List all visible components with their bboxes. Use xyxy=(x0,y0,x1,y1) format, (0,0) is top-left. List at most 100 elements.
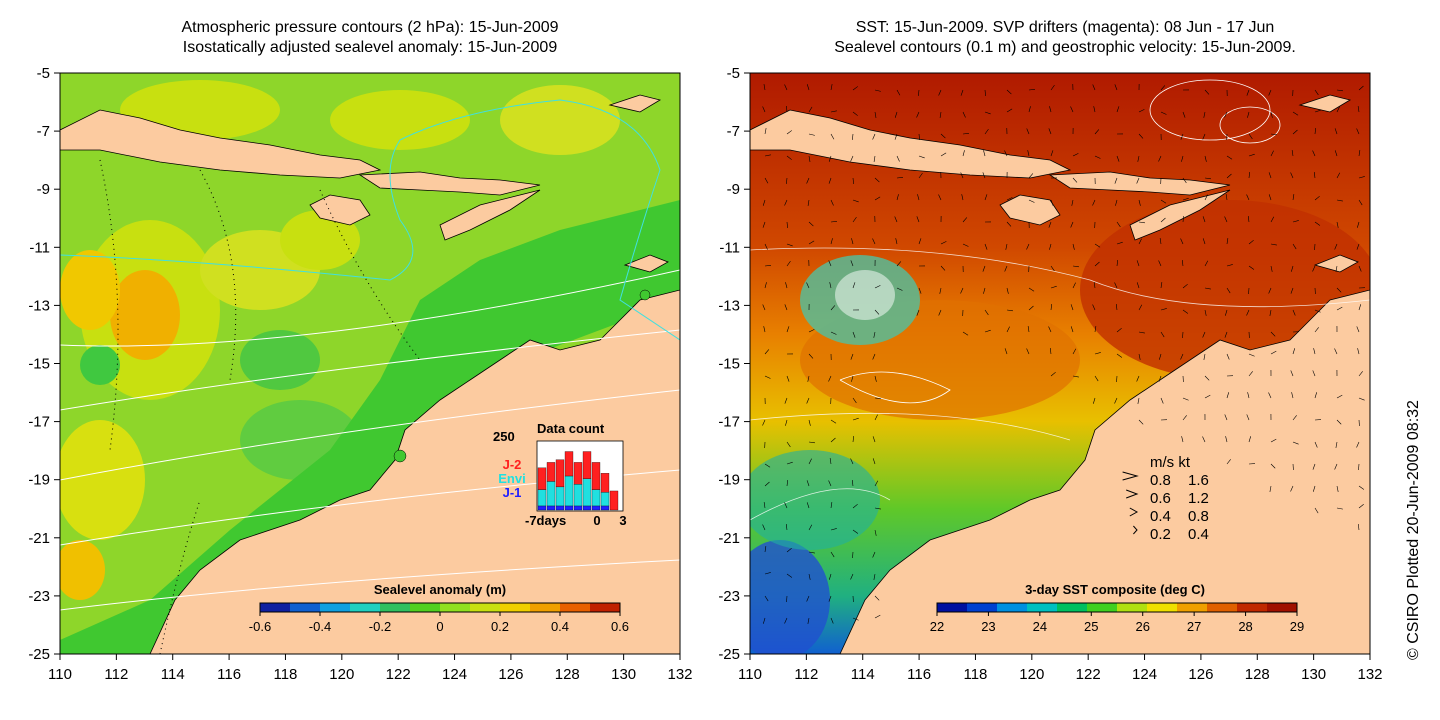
colorbar-segment xyxy=(967,603,998,612)
velocity-vector xyxy=(962,331,969,336)
velocity-vector xyxy=(764,375,771,379)
colorbar-label: 0 xyxy=(436,619,443,634)
velocity-vector xyxy=(1356,128,1360,135)
data-count-bar-j1 xyxy=(582,505,592,511)
velocity-vector xyxy=(1092,84,1096,91)
velocity-vector xyxy=(1292,309,1296,316)
left-colorbar-title: Sealevel anomaly (m) xyxy=(374,582,506,597)
colorbar-label: 0.6 xyxy=(611,619,629,634)
x-tick-label: 110 xyxy=(738,666,762,683)
y-tick-label: -23 xyxy=(718,588,740,605)
velocity-vector xyxy=(1291,150,1294,157)
velocity-vector xyxy=(1336,419,1342,425)
velocity-vector xyxy=(984,329,991,333)
data-count-bar-j1 xyxy=(573,505,583,511)
velocity-key-ms: 0.2 xyxy=(1150,526,1171,543)
velocity-key-ms: 0.6 xyxy=(1150,490,1171,507)
velocity-vector xyxy=(874,529,877,536)
velocity-vector xyxy=(1028,173,1034,179)
data-count-bar-envi xyxy=(582,478,592,507)
velocity-vector xyxy=(1292,441,1299,445)
velocity-vector xyxy=(896,194,899,201)
data-count-bar-j1 xyxy=(537,505,547,511)
velocity-vector xyxy=(784,199,788,206)
x-tick-label: 114 xyxy=(161,666,185,683)
velocity-vector xyxy=(830,551,835,558)
colorbar-segment xyxy=(500,603,531,612)
velocity-vector xyxy=(806,282,810,289)
velocity-vector xyxy=(1314,195,1320,201)
velocity-vector xyxy=(895,238,898,245)
velocity-vector xyxy=(872,238,876,245)
data-count-bar-j2 xyxy=(600,473,610,493)
velocity-vector xyxy=(1070,326,1074,333)
right-title-line2: Sealevel contours (0.1 m) and geostrophi… xyxy=(834,39,1296,56)
x-tick-label: 124 xyxy=(1132,666,1157,683)
velocity-vector xyxy=(1050,304,1053,311)
velocity-vector xyxy=(808,133,815,136)
velocity-vector xyxy=(1314,327,1319,333)
velocity-vector xyxy=(1270,463,1276,469)
velocity-vector xyxy=(1314,441,1318,448)
velocity-vector xyxy=(807,617,810,624)
velocity-vector xyxy=(1048,221,1052,228)
velocity-vector xyxy=(1358,150,1361,157)
velocity-vector xyxy=(830,331,837,335)
colorbar-segment xyxy=(997,603,1028,612)
velocity-key-ms: 0.8 xyxy=(1150,472,1171,489)
y-tick-label: -5 xyxy=(37,65,50,82)
velocity-vector xyxy=(1094,243,1101,248)
velocity-vector xyxy=(1159,238,1162,245)
velocity-vector xyxy=(1027,326,1030,333)
velocity-vector xyxy=(1158,375,1162,382)
colorbar-label: 26 xyxy=(1135,619,1149,634)
velocity-vector xyxy=(1248,133,1253,140)
colorbar-label: 23 xyxy=(981,619,995,634)
velocity-vector xyxy=(1248,353,1255,357)
velocity-vector xyxy=(1248,265,1255,270)
velocity-vector xyxy=(830,199,834,206)
velocity-vector xyxy=(763,502,766,509)
velocity-vector xyxy=(1136,375,1140,382)
velocity-vector xyxy=(1160,199,1167,204)
colorbar-segment xyxy=(530,603,561,612)
velocity-vector xyxy=(938,309,942,316)
y-tick-label: -25 xyxy=(28,646,50,663)
velocity-vector xyxy=(1004,348,1008,355)
velocity-vector xyxy=(1027,150,1030,157)
velocity-vector xyxy=(808,573,811,580)
velocity-vector xyxy=(850,573,854,580)
velocity-vector xyxy=(1248,371,1253,377)
velocity-key-arrow xyxy=(1122,471,1139,481)
right-panel-title: SST: 15-Jun-2009. SVP drifters (magenta)… xyxy=(745,18,1385,58)
velocity-vector xyxy=(1028,106,1031,113)
velocity-vector xyxy=(1136,282,1140,289)
velocity-vector xyxy=(1049,348,1052,355)
velocity-vector xyxy=(1116,260,1119,267)
velocity-vector xyxy=(1204,89,1210,95)
x-tick-label: 116 xyxy=(907,666,931,683)
velocity-vector xyxy=(1114,397,1118,404)
velocity-vector xyxy=(873,573,876,580)
velocity-vector xyxy=(1314,128,1317,135)
velocity-vector xyxy=(1026,128,1030,135)
colorbar-segment xyxy=(937,603,968,612)
data-count-bar-j1 xyxy=(546,505,556,511)
velocity-vector xyxy=(828,177,832,184)
velocity-vector xyxy=(1182,197,1189,201)
velocity-vector xyxy=(1182,177,1187,184)
velocity-vector xyxy=(764,463,771,468)
velocity-vector xyxy=(1270,265,1273,272)
velocity-vector xyxy=(1292,415,1297,421)
velocity-vector xyxy=(894,216,898,223)
colorbar-segment xyxy=(590,603,621,612)
velocity-vector xyxy=(1028,89,1035,91)
velocity-vector xyxy=(1358,304,1362,311)
velocity-vector xyxy=(962,243,969,247)
velocity-vector xyxy=(874,414,878,421)
colorbar-label: 0.4 xyxy=(551,619,569,634)
velocity-vector xyxy=(784,617,788,624)
velocity-vector xyxy=(1136,177,1140,184)
velocity-vector xyxy=(940,133,946,139)
velocity-vector xyxy=(1312,370,1316,377)
